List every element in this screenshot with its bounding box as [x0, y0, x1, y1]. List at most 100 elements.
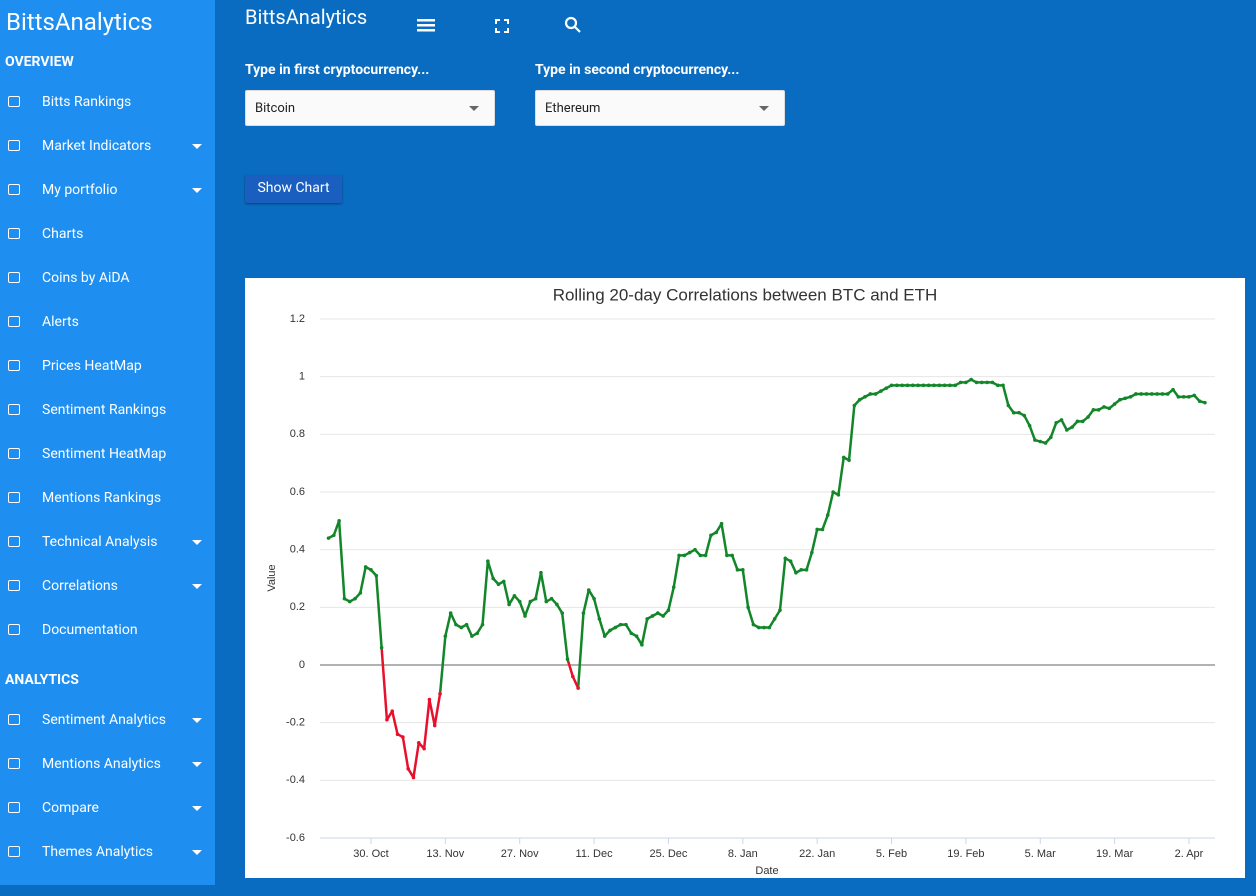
point — [571, 674, 575, 679]
point — [778, 608, 782, 613]
point — [507, 602, 511, 607]
nav-icon — [8, 448, 20, 459]
line-segment — [789, 559, 798, 574]
line-segment — [422, 698, 431, 750]
point — [682, 553, 687, 558]
x-tick-label: 8. Jan — [728, 848, 758, 860]
point — [980, 380, 984, 385]
nav-item[interactable]: Themes Analytics — [0, 845, 215, 896]
nav-icon — [8, 492, 20, 503]
second-value: Ethereum — [545, 101, 601, 116]
brand[interactable]: BittsAnalytics — [6, 8, 153, 36]
point — [661, 614, 665, 618]
nav-item[interactable]: Documentation — [0, 623, 215, 674]
show-chart-button[interactable]: Show Chart — [245, 175, 342, 203]
point — [1187, 395, 1191, 399]
point — [539, 570, 543, 575]
chart-title: Rolling 20-day Correlations between BTC … — [553, 285, 938, 304]
point — [1192, 393, 1197, 398]
fullscreen-icon[interactable] — [495, 19, 509, 33]
nav-item[interactable]: Bitts Rankings — [0, 95, 215, 146]
line-segment — [390, 709, 399, 736]
menu-icon[interactable] — [417, 19, 435, 32]
x-tick-label: 13. Nov — [426, 848, 464, 860]
point — [422, 746, 426, 751]
nav-item[interactable]: Coins by AiDA — [0, 271, 215, 322]
point — [581, 611, 586, 615]
point — [889, 383, 894, 388]
point — [358, 591, 363, 595]
search-icon[interactable] — [564, 16, 581, 33]
line-segment — [810, 528, 819, 554]
point — [486, 559, 490, 563]
x-tick-label: 22. Jan — [799, 848, 835, 860]
nav-item[interactable]: Market Indicators — [0, 139, 215, 190]
point — [645, 617, 649, 621]
point — [416, 741, 421, 745]
nav-item[interactable]: Prices HeatMap — [0, 359, 215, 410]
nav-item[interactable]: Charts — [0, 227, 215, 278]
nav-item[interactable]: Sentiment HeatMap — [0, 447, 215, 498]
nav-item[interactable]: Mentions Analytics — [0, 757, 215, 808]
point — [586, 588, 591, 592]
nav-item[interactable]: Sentiment Analytics — [0, 713, 215, 764]
point — [1080, 419, 1085, 424]
point — [1001, 383, 1005, 388]
second-select[interactable]: Ethereum — [535, 90, 785, 126]
line-segment — [523, 600, 532, 618]
point — [496, 582, 501, 587]
line-segment — [746, 606, 755, 626]
point — [703, 553, 708, 558]
point — [836, 493, 841, 497]
nav-icon — [8, 536, 20, 547]
point — [799, 568, 804, 572]
nav-item[interactable]: Technical Analysis — [0, 535, 215, 586]
nav-icon — [8, 184, 20, 195]
nav-item[interactable]: Sentiment Rankings — [0, 403, 215, 454]
point — [1043, 441, 1048, 445]
line-segment — [412, 741, 421, 779]
point — [347, 599, 352, 604]
caret — [192, 188, 202, 193]
point — [1102, 405, 1106, 409]
x-tick-label: 2. Apr — [1175, 848, 1204, 860]
point — [698, 553, 703, 558]
nav-item[interactable]: Alerts — [0, 315, 215, 366]
point — [916, 383, 920, 388]
point — [1123, 396, 1128, 401]
point — [1049, 435, 1053, 440]
first-value: Bitcoin — [255, 101, 296, 116]
point — [1027, 423, 1032, 428]
line-segment — [592, 597, 601, 621]
first-select[interactable]: Bitcoin — [245, 90, 495, 126]
nav-item[interactable]: My portfolio — [0, 183, 215, 234]
caret — [192, 584, 202, 589]
point — [533, 596, 538, 601]
nav-item[interactable]: Correlations — [0, 579, 215, 630]
point — [815, 527, 819, 532]
point — [501, 579, 506, 584]
line-segment — [502, 580, 511, 606]
nav-item[interactable]: Mentions Rankings — [0, 491, 215, 542]
point — [1075, 419, 1080, 424]
point — [1017, 410, 1021, 415]
point — [438, 692, 442, 696]
nav-item[interactable]: Compare — [0, 801, 215, 852]
line-segment — [380, 646, 389, 722]
point — [337, 519, 341, 523]
point — [788, 559, 793, 563]
x-tick-label: 19. Mar — [1096, 848, 1134, 860]
x-tick-label: 19. Feb — [947, 848, 984, 860]
y-tick-label: 1 — [299, 371, 305, 383]
point — [353, 596, 357, 601]
line-segment — [481, 559, 490, 626]
point — [921, 383, 926, 388]
point — [406, 767, 410, 771]
point — [1033, 438, 1037, 442]
point — [1070, 425, 1074, 429]
line-segment — [375, 574, 383, 649]
nav-icon — [8, 758, 20, 769]
point — [995, 383, 1000, 388]
main: BittsAnalytics Type in first cryptocurre… — [215, 0, 1256, 885]
y-tick-label: 0.6 — [290, 486, 305, 498]
